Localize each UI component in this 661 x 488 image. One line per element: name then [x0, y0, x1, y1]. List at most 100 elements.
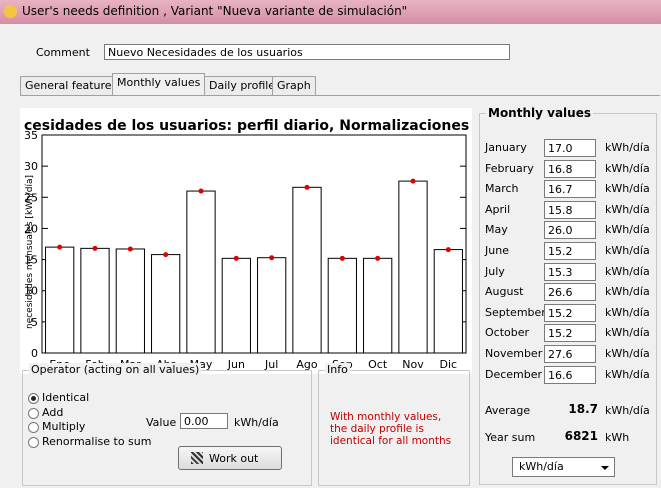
chart-title: cesidades de los usuarios: perfil diario… [24, 118, 472, 134]
month-input[interactable]: 15.2 [544, 303, 596, 322]
month-input[interactable]: 16.8 [544, 159, 596, 178]
year-sum-value: 6821 [564, 429, 598, 443]
month-input[interactable]: 27.6 [544, 345, 596, 363]
tab[interactable]: General features [20, 76, 123, 95]
month-label: May [485, 223, 508, 237]
bar [221, 257, 251, 354]
point [410, 178, 416, 184]
dropdown-arrow [601, 466, 609, 470]
unit-dropdown[interactable]: kWh/día [512, 457, 615, 477]
year-sum-unit: kWh [605, 431, 630, 444]
group-title: Operator (acting on all values) [29, 363, 202, 376]
comment-label: Comment [36, 46, 90, 59]
month-label: April [485, 202, 511, 216]
month-input[interactable]: 26.0 [544, 221, 596, 240]
month-input[interactable]: 16.7 [544, 180, 596, 199]
monthly-group: Monthly values [479, 106, 657, 485]
comment-input[interactable]: Nuevo Necesidades de los usuarios [104, 44, 510, 60]
value-label: Value [146, 416, 177, 429]
bar [433, 249, 463, 354]
radio[interactable] [28, 422, 39, 433]
point [92, 245, 98, 251]
month-label: November [485, 347, 543, 360]
month-label: August [485, 285, 524, 299]
x-tick-label: Nov [402, 358, 424, 371]
month-input[interactable]: 15.8 [544, 200, 596, 219]
tab[interactable]: Daily profile [204, 76, 281, 95]
bar [327, 257, 357, 354]
bar [398, 180, 428, 354]
value-input[interactable]: 0.00 [180, 413, 228, 429]
month-unit: kWh/día [605, 182, 650, 196]
month-label: January [485, 141, 527, 154]
y-tick-label: 10 [24, 285, 38, 298]
tab[interactable]: Graph [272, 76, 316, 95]
month-unit: kWh/día [605, 264, 650, 278]
radio[interactable] [28, 436, 39, 448]
month-input[interactable]: 26.6 [544, 283, 596, 302]
month-unit: kWh/día [605, 347, 650, 360]
month-unit: kWh/día [605, 141, 650, 154]
month-input[interactable]: 17.0 [544, 139, 596, 157]
point [233, 255, 239, 261]
month-input[interactable]: 15.3 [544, 262, 596, 281]
y-tick-label: 30 [24, 160, 38, 173]
point [304, 184, 310, 190]
month-input[interactable]: 15.2 [544, 242, 596, 260]
radio-label: Identical [42, 391, 90, 404]
bar [292, 186, 322, 354]
point [445, 247, 451, 253]
bar [186, 190, 216, 354]
month-unit: kWh/día [605, 202, 650, 216]
y-tick-label: 0 [31, 347, 38, 360]
y-tick-label: 25 [24, 191, 38, 204]
x-tick-label: Jun [227, 358, 245, 371]
month-label: February [485, 161, 534, 175]
average-unit: kWh/día [605, 404, 650, 417]
window-title: User's needs definition , Variant "Nueva… [22, 4, 408, 18]
year-sum-label: Year sum [485, 431, 536, 444]
month-label: December [485, 367, 543, 381]
average-label: Average [485, 404, 531, 417]
radio-label: Renormalise to sum [42, 434, 152, 448]
x-tick-label: Oct [368, 358, 388, 371]
y-tick-label: 20 [24, 222, 38, 235]
x-tick-label: Ago [296, 358, 318, 371]
radio[interactable] [28, 407, 39, 419]
month-label: July [485, 264, 505, 278]
month-unit: kWh/día [605, 326, 650, 340]
month-label: March [485, 182, 519, 196]
month-label: September [485, 305, 546, 319]
month-input[interactable]: 16.6 [544, 365, 596, 384]
work-out-button[interactable]: Work out [178, 446, 282, 470]
month-unit: kWh/día [605, 285, 650, 299]
month-label: June [485, 244, 509, 257]
radio[interactable] [28, 393, 39, 404]
bar [363, 257, 393, 354]
month-input[interactable]: 15.2 [544, 324, 596, 343]
average-value: 18.7 [568, 402, 598, 416]
y-tick-label: 35 [24, 129, 38, 142]
app-icon [4, 5, 17, 18]
bar [257, 257, 287, 354]
group-title: Monthly values [486, 106, 593, 120]
value-unit: kWh/día [234, 416, 279, 429]
month-unit: kWh/día [605, 223, 650, 237]
point [198, 188, 204, 194]
chart: cesidades de los usuarios: perfil diario… [20, 108, 472, 374]
point [57, 244, 63, 250]
title-bar: User's needs definition , Variant "Nueva… [0, 0, 661, 24]
y-tick-label: 5 [31, 316, 38, 329]
bar [115, 248, 145, 354]
month-unit: kWh/día [605, 161, 650, 175]
tab-line [20, 95, 660, 96]
x-tick-label: Jul [264, 358, 278, 371]
group-title: Info [325, 363, 350, 376]
operator-group: Operator (acting on all values) [22, 363, 312, 486]
month-unit: kWh/día [605, 244, 650, 257]
tab-active[interactable]: Monthly values [112, 73, 206, 96]
radio-label: Add [42, 405, 64, 419]
point [339, 255, 345, 261]
bar [80, 247, 110, 354]
